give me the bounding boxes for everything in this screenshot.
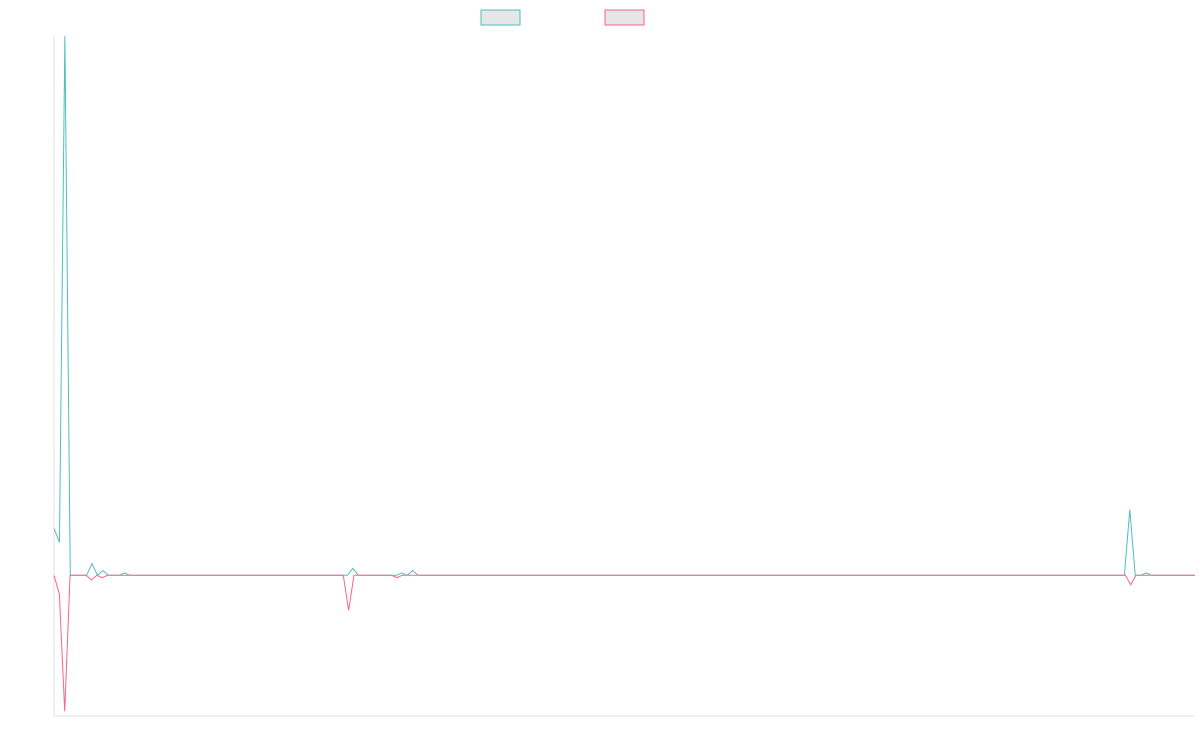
legend-swatch-1[interactable] [480, 9, 521, 26]
series-line-2 [53, 574, 1195, 712]
series-line-1 [53, 35, 1195, 577]
series-group [53, 35, 1195, 712]
legend-swatch-2[interactable] [604, 9, 645, 26]
axes [53, 36, 1195, 717]
legend [480, 9, 645, 26]
